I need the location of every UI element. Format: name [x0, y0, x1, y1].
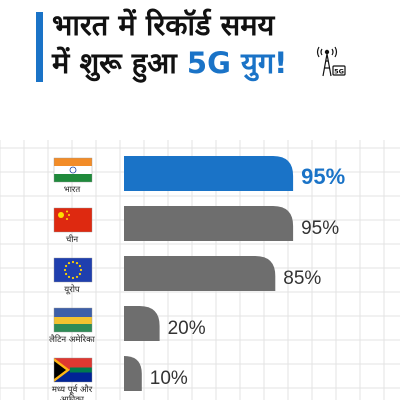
bar-3 — [124, 306, 160, 341]
headline-5g-accent: 5G युग! — [186, 46, 288, 80]
india-flag-icon — [53, 157, 93, 183]
bar-1 — [124, 206, 294, 241]
headline-line-2: में शुरू हुआ 5G युग! — [52, 44, 382, 82]
value-label-4: 10% — [150, 368, 188, 389]
south-africa-flag-icon — [53, 357, 93, 383]
value-label-2: 85% — [283, 268, 321, 289]
category-label-4: मध्य पूर्व और अफ्रीका — [52, 384, 93, 400]
eu-flag-icon — [53, 257, 93, 283]
chart-grid — [0, 140, 400, 400]
value-label-1: 95% — [301, 218, 339, 239]
headline-line-1: भारत में रिकॉर्ड समय — [52, 8, 275, 42]
category-label-3: लैटिन अमेरिका — [49, 334, 95, 345]
value-label-0: 95% — [301, 164, 345, 189]
bar-2 — [124, 256, 276, 291]
headline-accent-bar — [36, 12, 43, 82]
bar-chart: 95% भारत 95% चीन 85% यूरोप 20% लैटिन अमेरिका 10%… — [0, 140, 400, 400]
headline-line-2-prefix: में शुरू हुआ — [52, 46, 187, 80]
bar-4 — [124, 356, 142, 391]
latin-america-flag-icon — [53, 307, 93, 333]
5g-badge-text: 5G — [334, 68, 344, 76]
bar-0 — [124, 156, 294, 191]
category-label-1: चीन — [66, 234, 79, 245]
china-flag-icon — [53, 207, 93, 233]
5g-tower-icon: 5G — [316, 46, 346, 77]
value-label-3: 20% — [168, 318, 206, 339]
category-label-0: भारत — [64, 185, 81, 195]
category-label-2: यूरोप — [64, 284, 80, 295]
headline: भारत में रिकॉर्ड समय में शुरू हुआ 5G युग… — [52, 6, 382, 82]
